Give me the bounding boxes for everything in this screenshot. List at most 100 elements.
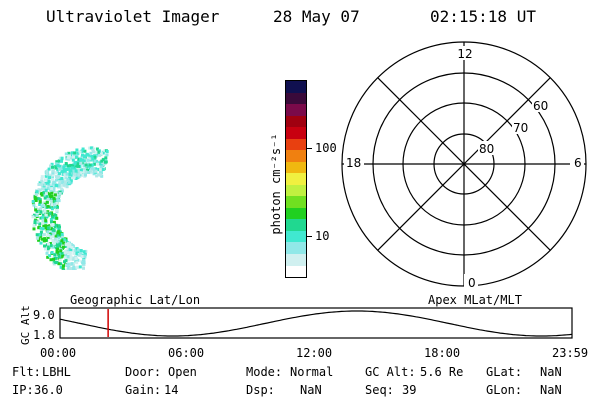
aurora-pixel xyxy=(37,226,41,230)
aurora-pixel xyxy=(42,233,46,237)
y-tick-bottom: 1.8 xyxy=(33,328,55,342)
aurora-pixel xyxy=(40,193,44,197)
aurora-pixel xyxy=(58,234,62,238)
aurora-pixel xyxy=(94,169,98,173)
aurora-pixel xyxy=(84,173,87,177)
aurora-pixel xyxy=(42,239,46,243)
aurora-pixel xyxy=(92,167,96,171)
aurora-pixel xyxy=(46,197,50,201)
aurora-pixel xyxy=(73,151,77,155)
x-tick-0000: 00:00 xyxy=(40,346,77,360)
aurora-pixel xyxy=(37,183,41,186)
aurora-pixel xyxy=(56,247,60,251)
aurora-pixel xyxy=(53,205,57,208)
aurora-pixel xyxy=(43,237,47,241)
status-gcalt-value: 5.6 Re xyxy=(420,365,464,379)
lat-label-60: 60 xyxy=(533,99,548,113)
aurora-pixel xyxy=(72,267,76,270)
aurora-pixel xyxy=(62,166,66,170)
lat-label-80: 80 xyxy=(479,142,494,156)
aurora-pixel xyxy=(64,176,68,180)
aurora-pixel xyxy=(81,174,85,177)
aurora-pixel xyxy=(73,162,77,166)
aurora-pixel xyxy=(88,167,92,171)
aurora-pixel xyxy=(48,212,52,216)
aurora-pixel xyxy=(69,248,73,251)
aurora-pixel xyxy=(53,216,57,220)
aurora-pixel xyxy=(74,155,78,159)
aurora-pixel xyxy=(53,257,57,260)
aurora-pixel xyxy=(95,147,99,151)
aurora-pixel xyxy=(46,226,50,230)
aurora-pixel xyxy=(64,152,68,156)
aurora-pixel xyxy=(67,151,71,155)
aurora-pixel xyxy=(46,181,50,185)
colorbar-unit-label: photon cm⁻²s⁻¹ xyxy=(269,133,283,235)
aurora-pixel xyxy=(33,219,37,223)
timeline-frame xyxy=(59,307,573,339)
aurora-pixel xyxy=(49,258,53,262)
aurora-pixel xyxy=(44,247,47,251)
aurora-pixel xyxy=(79,251,83,255)
aurora-pixel xyxy=(84,170,88,174)
aurora-pixel xyxy=(101,161,105,165)
aurora-pixel xyxy=(72,166,76,170)
colorbar-segment xyxy=(286,138,306,151)
aurora-pixel xyxy=(62,268,66,270)
aurora-pixel xyxy=(55,195,59,199)
aurora-pixel xyxy=(60,177,64,180)
aurora-pixel xyxy=(91,148,95,152)
aurora-pixel xyxy=(45,170,49,173)
aurora-pixel xyxy=(42,191,46,195)
aurora-pixel xyxy=(49,195,52,199)
aurora-pixel xyxy=(48,205,52,209)
aurora-pixel xyxy=(59,167,63,171)
colorbar xyxy=(285,80,307,278)
mlt-label-18: 18 xyxy=(346,156,361,170)
aurora-pixel xyxy=(85,152,89,156)
aurora-pixel xyxy=(51,187,55,191)
aurora-pixel xyxy=(44,174,48,178)
aurora-pixel xyxy=(65,263,68,267)
colorbar-segment xyxy=(286,173,306,185)
aurora-pixel xyxy=(84,249,88,253)
aurora-pixel xyxy=(65,172,69,176)
aurora-pixel xyxy=(63,256,67,260)
aurora-pixel xyxy=(96,173,100,177)
aurora-pixel xyxy=(44,178,48,182)
aurora-pixel xyxy=(72,155,75,159)
aurora-pixel xyxy=(65,168,69,171)
aurora-pixel xyxy=(52,235,56,239)
aurora-pixel xyxy=(45,251,49,255)
colorbar-tick xyxy=(307,236,312,237)
aurora-pixel xyxy=(45,200,49,204)
apex-caption: Apex MLat/MLT xyxy=(428,293,522,307)
aurora-pixel xyxy=(38,222,42,226)
aurora-pixel xyxy=(66,262,70,266)
status-gcalt-label: GC Alt: xyxy=(365,365,416,379)
aurora-pixel xyxy=(46,204,50,208)
aurora-pixel xyxy=(51,165,54,169)
status-glon-label: GLon: xyxy=(486,383,523,397)
aurora-pixel xyxy=(56,230,60,234)
aurora-pixel xyxy=(57,175,61,179)
aurora-pixel xyxy=(41,219,45,223)
aurora-pixel xyxy=(76,248,80,252)
aurora-pixel xyxy=(70,257,73,261)
status-flt-value: LBHL xyxy=(42,365,71,379)
aurora-pixel xyxy=(32,227,36,231)
aurora-pixel xyxy=(66,242,70,246)
aurora-pixel xyxy=(38,181,42,185)
aurora-pixel xyxy=(67,258,71,262)
aurora-pixel xyxy=(49,199,53,203)
aurora-pixel xyxy=(76,169,80,172)
aurora-pixel xyxy=(94,150,98,154)
aurora-pixel xyxy=(58,156,62,160)
aurora-pixel xyxy=(75,173,79,177)
aurora-pixel xyxy=(41,237,44,241)
polar-grid: 12 18 6 0 60 70 80 xyxy=(341,41,587,290)
status-flt-label: Flt: xyxy=(12,365,41,379)
aurora-pixel xyxy=(57,252,61,256)
aurora-pixel xyxy=(60,251,64,255)
mlt-label-6: 6 xyxy=(574,156,582,170)
